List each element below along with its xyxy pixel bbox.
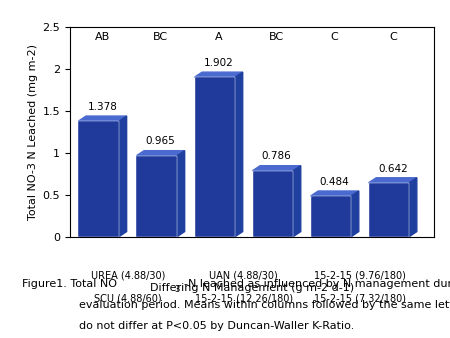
Polygon shape: [310, 191, 359, 196]
Text: SCU (4.88/60): SCU (4.88/60): [94, 293, 162, 303]
Text: UREA (4.88/30): UREA (4.88/30): [90, 270, 165, 280]
Text: 3: 3: [175, 285, 180, 294]
Polygon shape: [252, 166, 301, 171]
Text: 1.902: 1.902: [204, 58, 234, 68]
Text: Differing N Management (g m-2 d-1): Differing N Management (g m-2 d-1): [150, 283, 354, 293]
Bar: [252, 171, 293, 237]
Polygon shape: [369, 178, 417, 183]
Text: AB: AB: [95, 32, 110, 42]
Y-axis label: Total NO-3 N Leached (mg m-2): Total NO-3 N Leached (mg m-2): [28, 44, 38, 220]
Text: BC: BC: [153, 32, 168, 42]
Text: A: A: [215, 32, 222, 42]
Text: evaluation period. Means within columns followed by the same letter: evaluation period. Means within columns …: [79, 300, 450, 310]
Polygon shape: [136, 151, 184, 156]
Text: 0.484: 0.484: [320, 177, 350, 187]
Polygon shape: [293, 166, 301, 237]
Polygon shape: [235, 72, 243, 237]
Bar: [369, 183, 410, 237]
Text: Figure1. Total NO: Figure1. Total NO: [22, 279, 117, 289]
Polygon shape: [194, 72, 243, 77]
Bar: [136, 156, 177, 237]
Text: C: C: [389, 32, 396, 42]
Text: 15-2-15 (9.76/180): 15-2-15 (9.76/180): [314, 270, 406, 280]
Bar: [310, 196, 351, 237]
Text: 0.642: 0.642: [378, 164, 408, 174]
Polygon shape: [351, 191, 359, 237]
Polygon shape: [410, 178, 417, 237]
Text: 0.786: 0.786: [262, 151, 292, 162]
Polygon shape: [177, 151, 184, 237]
Bar: [78, 121, 119, 237]
Text: 15-2-15 (12.26/180): 15-2-15 (12.26/180): [195, 293, 293, 303]
Text: 1.378: 1.378: [88, 102, 117, 112]
Polygon shape: [78, 116, 126, 121]
Text: 0.965: 0.965: [146, 137, 176, 146]
Bar: [194, 77, 235, 237]
Text: 15-2-15 (7.32/180): 15-2-15 (7.32/180): [314, 293, 406, 303]
Text: UAN (4.88/30): UAN (4.88/30): [210, 270, 278, 280]
Text: do not differ at P<0.05 by Duncan-Waller K-Ratio.: do not differ at P<0.05 by Duncan-Waller…: [79, 321, 354, 331]
Text: C: C: [331, 32, 338, 42]
Polygon shape: [119, 116, 126, 237]
Text: BC: BC: [269, 32, 284, 42]
Text: -N leached as influenced by N management during entire 180 day: -N leached as influenced by N management…: [184, 279, 450, 289]
